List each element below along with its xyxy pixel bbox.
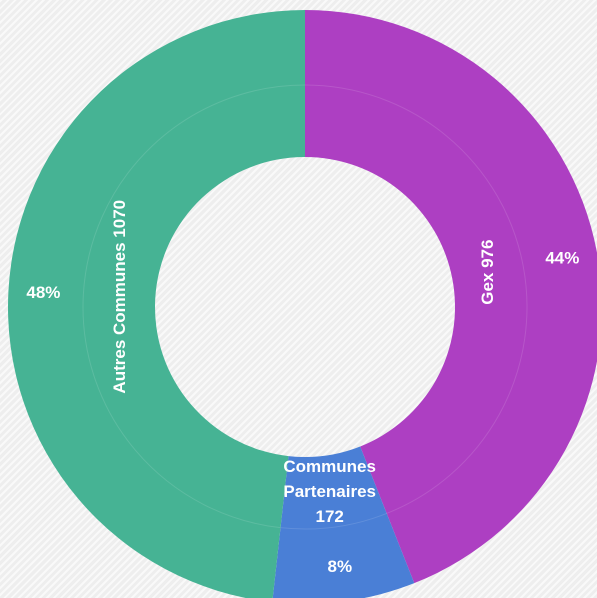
category-label-gex: Gex 976 bbox=[478, 240, 497, 305]
category-label-line: Partenaires bbox=[283, 482, 376, 501]
inner-ring-communes-partenaires bbox=[280, 512, 387, 530]
slice-gex bbox=[305, 10, 597, 584]
category-label-communes-partenaires: Communes Partenaires 172 bbox=[283, 457, 376, 526]
category-label-line: 172 bbox=[316, 507, 344, 526]
slice-communes-partenaires bbox=[272, 446, 415, 598]
category-label-line: Communes bbox=[283, 457, 376, 476]
category-label-autres-communes: Autres Communes 1070 bbox=[110, 200, 129, 394]
slice-autres-communes bbox=[8, 10, 305, 598]
inner-ring-gex bbox=[304, 84, 528, 514]
percent-label-communes-partenaires: 8% bbox=[327, 557, 352, 576]
percent-label-autres-communes: 48% bbox=[26, 283, 60, 302]
percent-label-gex: 44% bbox=[545, 248, 579, 267]
donut-labels: 44% Gex 976 8% Communes Partenaires 172 48% Aut… bbox=[26, 200, 579, 576]
donut-slices bbox=[8, 10, 597, 598]
inner-ring-autres-communes bbox=[82, 84, 306, 529]
